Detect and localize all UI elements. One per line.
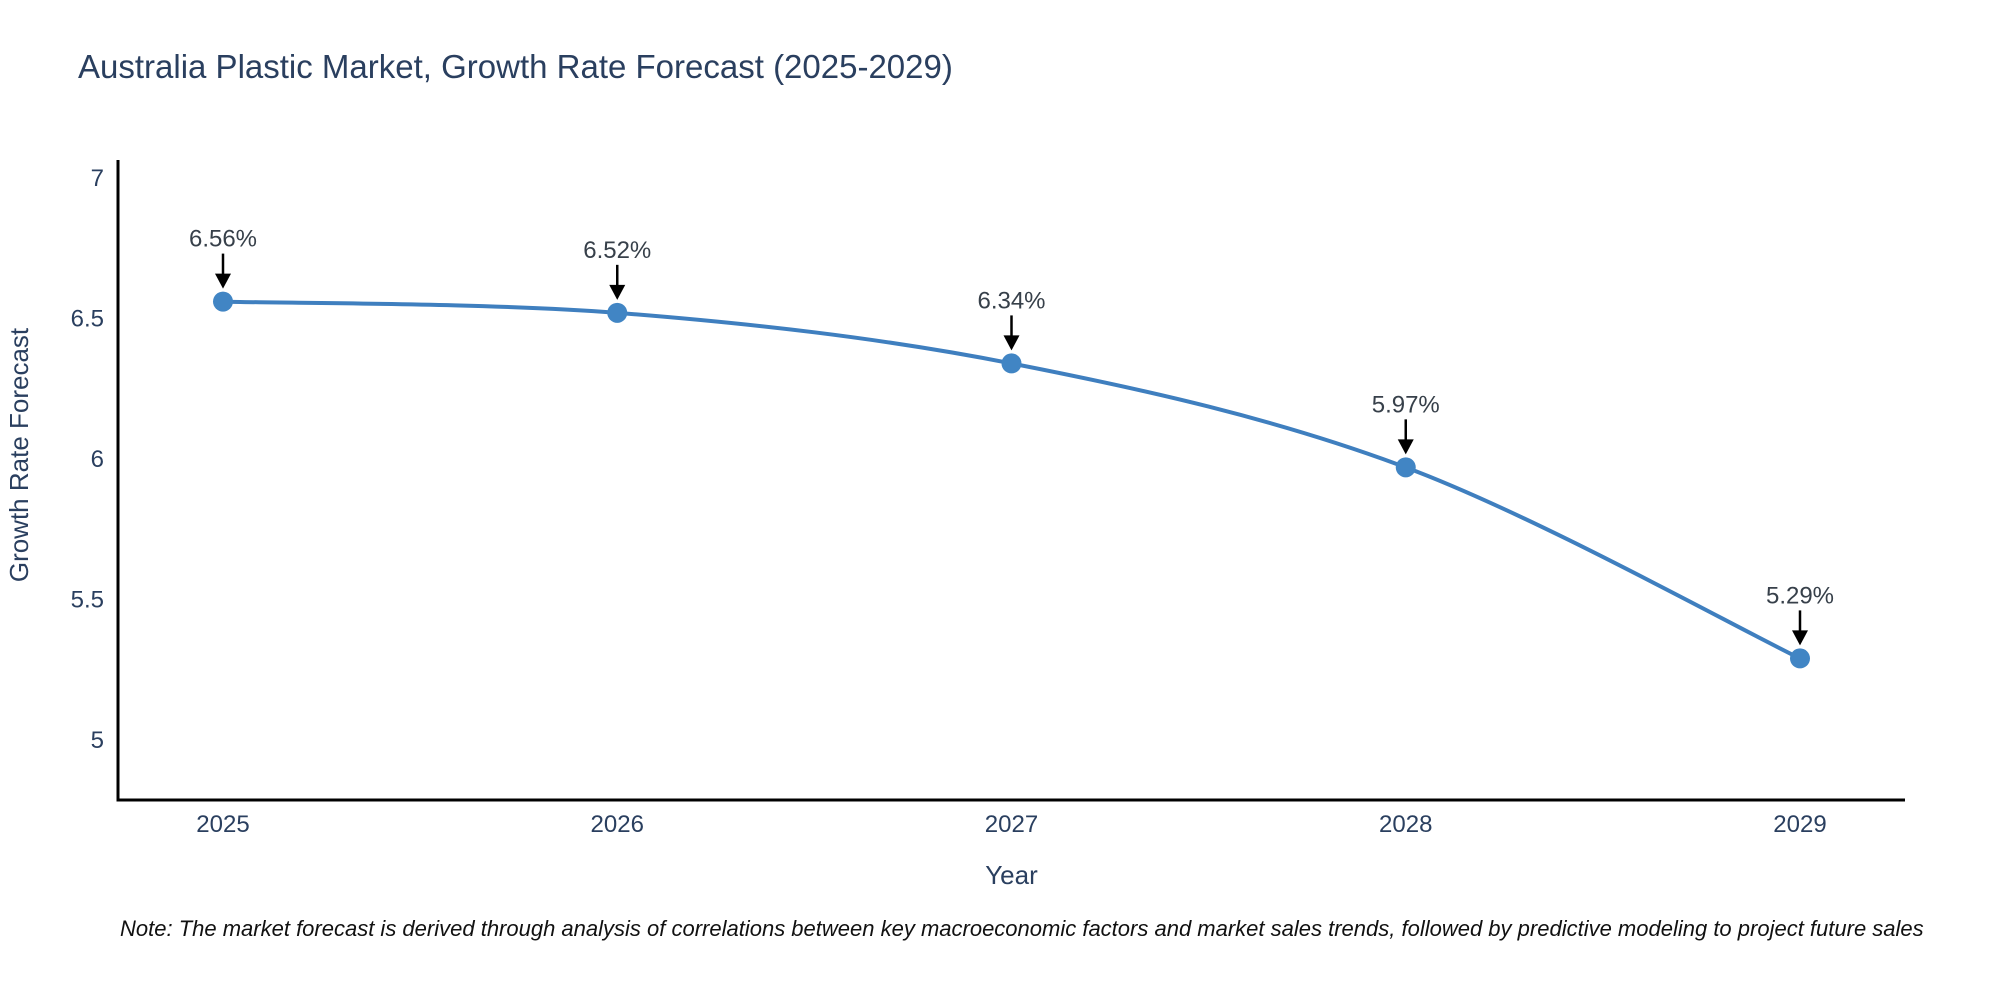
annotation-label: 6.52% [583, 237, 651, 264]
annotation-arrowhead [609, 284, 626, 300]
annotation-label: 6.34% [977, 287, 1045, 314]
annotation-arrowhead [1792, 630, 1808, 646]
y-tick-label: 5.5 [71, 586, 104, 613]
x-tick-label: 2028 [1379, 811, 1432, 838]
y-tick-label: 6.5 [71, 305, 104, 332]
x-tick-label: 2029 [1773, 811, 1826, 838]
footnote: Note: The market forecast is derived thr… [120, 916, 1924, 941]
data-point-marker[interactable] [1395, 457, 1416, 478]
x-tick-label: 2026 [591, 811, 644, 838]
y-axis-title: Growth Rate Forecast [4, 327, 34, 582]
data-point-marker[interactable] [607, 302, 628, 323]
y-tick-label: 6 [91, 446, 104, 473]
annotation-label: 6.56% [189, 226, 257, 253]
annotation-label: 5.29% [1766, 582, 1834, 609]
x-axis-title: Year [985, 860, 1038, 890]
annotation-arrowhead [215, 273, 231, 289]
y-tick-label: 7 [91, 165, 104, 192]
annotation-arrowhead [1397, 439, 1414, 455]
data-point-marker[interactable] [213, 291, 233, 312]
data-point-marker[interactable] [1790, 648, 1810, 669]
chart-title: Australia Plastic Market, Growth Rate Fo… [78, 48, 953, 85]
x-tick-label: 2027 [985, 811, 1038, 838]
annotation-arrowhead [1003, 335, 1020, 351]
y-tick-label: 5 [91, 727, 104, 754]
annotation-label: 5.97% [1372, 391, 1440, 418]
data-point-marker[interactable] [1001, 353, 1022, 374]
x-tick-label: 2025 [196, 811, 249, 838]
